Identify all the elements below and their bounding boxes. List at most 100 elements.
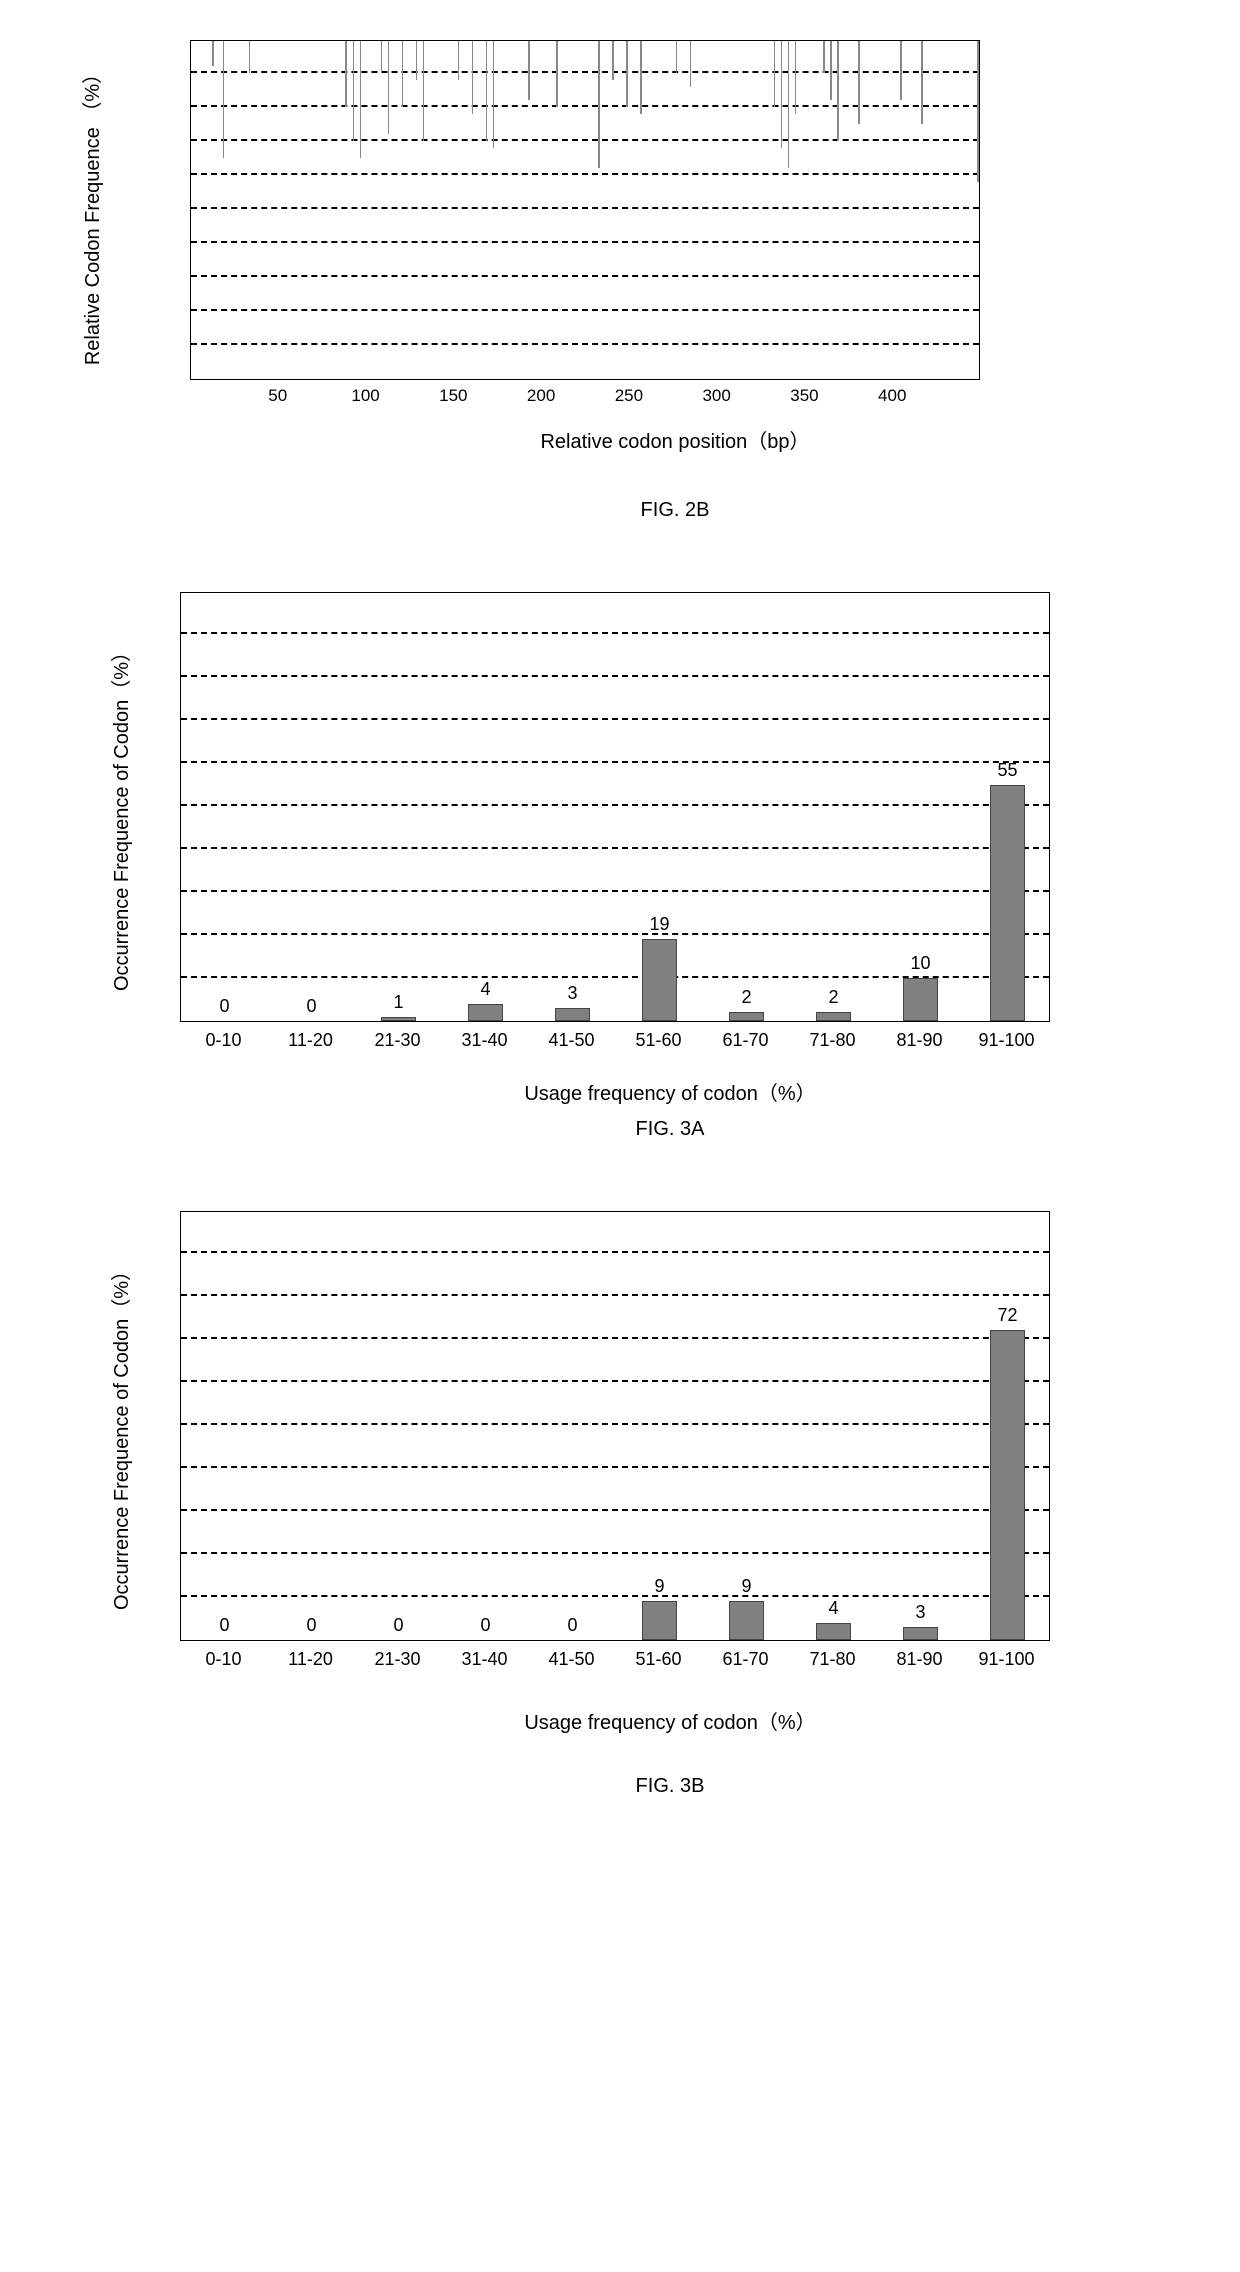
codon-bar	[388, 41, 390, 134]
xtick-label: 100	[351, 386, 379, 406]
bar-value-label: 0	[480, 1615, 490, 1636]
chart-3a-wrap: Occurrence Frequence of Codon（%） 1020304…	[180, 592, 1160, 1141]
grid-line	[191, 241, 979, 243]
grid-line	[181, 1552, 1049, 1554]
chart-3a-ylabel: Occurrence Frequence of Codon（%）	[105, 642, 134, 991]
grid-line	[181, 1423, 1049, 1425]
bar	[990, 785, 1025, 1022]
chart-2b-xticks: 50100150200250300350400	[190, 380, 980, 410]
codon-bar	[212, 41, 214, 66]
chart-3b-caption: FIG. 3B	[180, 1775, 1160, 1798]
figure-2b-block: Relative Codon Frequence （%） 10203040506…	[80, 40, 1160, 522]
xtick-label: 51-60	[635, 1030, 681, 1051]
grid-line	[181, 804, 1049, 806]
codon-bar	[249, 41, 251, 73]
codon-bar	[900, 41, 902, 100]
bar-value-label: 9	[741, 1576, 751, 1597]
bar	[816, 1012, 851, 1021]
codon-bar	[416, 41, 418, 80]
grid-line	[181, 1509, 1049, 1511]
xtick-label: 51-60	[635, 1649, 681, 1670]
xtick-label: 81-90	[896, 1649, 942, 1670]
codon-bar	[612, 41, 614, 80]
codon-bar	[921, 41, 923, 124]
bar-value-label: 0	[219, 1615, 229, 1636]
xtick-label: 400	[878, 386, 906, 406]
grid-line	[181, 1595, 1049, 1597]
bar-value-label: 4	[828, 1598, 838, 1619]
grid-line	[191, 207, 979, 209]
xtick-label: 71-80	[809, 1649, 855, 1670]
xtick-label: 150	[439, 386, 467, 406]
grid-line	[191, 343, 979, 345]
grid-line	[191, 105, 979, 107]
xtick-label: 61-70	[722, 1030, 768, 1051]
codon-bar	[353, 41, 355, 141]
xtick-label: 350	[790, 386, 818, 406]
xtick-label: 61-70	[722, 1649, 768, 1670]
codon-bar	[823, 41, 825, 73]
bar	[729, 1601, 764, 1640]
xtick-label: 200	[527, 386, 555, 406]
chart-3a-xlabel: Usage frequency of codon（%）	[180, 1077, 1160, 1106]
bar	[555, 1008, 590, 1021]
xtick-label: 21-30	[374, 1030, 420, 1051]
chart-3a-caption: FIG. 3A	[180, 1118, 1160, 1141]
grid-line	[181, 1466, 1049, 1468]
grid-line	[181, 933, 1049, 935]
bar	[381, 1017, 416, 1021]
grid-line	[191, 173, 979, 175]
bar-value-label: 4	[480, 979, 490, 1000]
codon-bar	[458, 41, 460, 80]
grid-line	[181, 632, 1049, 634]
bar	[903, 978, 938, 1021]
bar-value-label: 55	[997, 760, 1017, 781]
xtick-label: 21-30	[374, 1649, 420, 1670]
chart-3b-ylabel: Occurrence Frequence of Codon（%）	[105, 1261, 134, 1610]
chart-2b-plot: 102030405060708090100	[190, 40, 980, 380]
codon-bar	[493, 41, 495, 148]
codon-bar	[837, 41, 839, 141]
xtick-label: 71-80	[809, 1030, 855, 1051]
bar-value-label: 2	[741, 987, 751, 1008]
bar-value-label: 0	[567, 1615, 577, 1636]
chart-3a-xticks: 0-1011-2021-3031-4041-5051-6061-7071-808…	[180, 1022, 1050, 1057]
grid-line	[181, 761, 1049, 763]
bar-value-label: 9	[654, 1576, 664, 1597]
bar	[816, 1623, 851, 1640]
codon-bar	[423, 41, 425, 141]
codon-bar	[402, 41, 404, 107]
grid-line	[191, 139, 979, 141]
codon-bar	[360, 41, 362, 158]
chart-3b-xlabel: Usage frequency of codon（%）	[180, 1706, 1160, 1735]
bar-value-label: 3	[915, 1602, 925, 1623]
codon-bar	[598, 41, 600, 168]
bar-value-label: 0	[306, 1615, 316, 1636]
xtick-label: 0-10	[205, 1030, 241, 1051]
codon-bar	[472, 41, 474, 114]
grid-line	[191, 309, 979, 311]
xtick-label: 91-100	[978, 1649, 1034, 1670]
xtick-label: 50	[268, 386, 287, 406]
codon-bar	[381, 41, 383, 73]
chart-3b-xticks: 0-1011-2021-3031-4041-5051-6061-7071-808…	[180, 1641, 1050, 1676]
codon-bar	[830, 41, 832, 100]
chart-2b-caption: FIG. 2B	[190, 499, 1160, 522]
bar-value-label: 0	[393, 1615, 403, 1636]
bar-value-label: 19	[649, 914, 669, 935]
xtick-label: 41-50	[548, 1649, 594, 1670]
figure-3a-block: Occurrence Frequence of Codon（%） 1020304…	[80, 592, 1160, 1141]
chart-3b-plot: 10203040506070809010000000994372	[180, 1211, 1050, 1641]
codon-bar	[977, 41, 979, 182]
codon-bar	[774, 41, 776, 107]
xtick-label: 11-20	[288, 1649, 333, 1670]
codon-bar	[556, 41, 558, 107]
chart-2b-xlabel: Relative codon position（bp）	[190, 425, 1160, 454]
bar	[642, 1601, 677, 1640]
codon-bar	[223, 41, 225, 158]
grid-line	[181, 1337, 1049, 1339]
chart-2b-wrap: Relative Codon Frequence （%） 10203040506…	[190, 40, 1160, 522]
chart-3b-wrap: Occurrence Frequence of Codon（%） 1020304…	[180, 1211, 1160, 1798]
bar-value-label: 3	[567, 983, 577, 1004]
bar-value-label: 72	[997, 1305, 1017, 1326]
